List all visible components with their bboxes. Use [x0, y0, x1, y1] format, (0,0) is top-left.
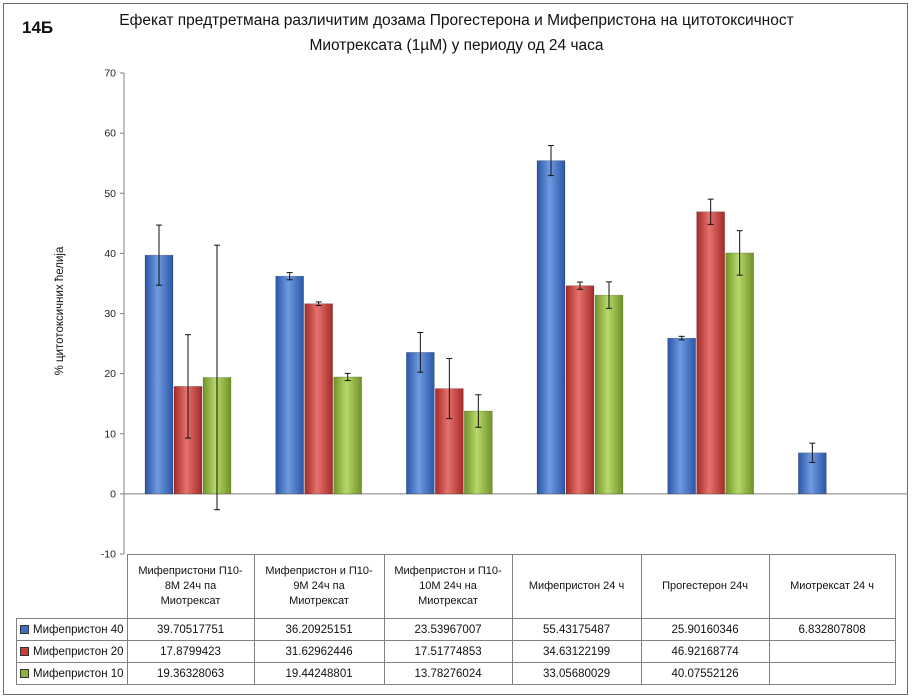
data-label: 13.78276024 [383, 662, 513, 685]
data-label: 19.36328063 [126, 662, 255, 685]
y-tick-label: 20 [104, 368, 116, 380]
data-label [768, 640, 896, 663]
chart-title: Ефекат предтретмана различитим дозама Пр… [119, 12, 794, 29]
category-label: Мифепристони П10- 8М 24ч па Миотрексат [126, 554, 255, 619]
table-row: Мифепристон 20 17.8799423 31.62962446 17… [16, 640, 896, 663]
legend-key [20, 624, 29, 634]
y-tick-label: 10 [104, 428, 116, 440]
table-row: Мифепристон 10 19.36328063 19.44248801 1… [16, 662, 896, 685]
data-table: Мифепристони П10- 8М 24ч па Миотрексат Миф… [16, 554, 896, 685]
category-label-line: Прогестерон 24ч [662, 580, 748, 592]
bar [725, 252, 754, 495]
data-label: 40.07552126 [640, 662, 770, 685]
category-label: Мифепристон 24 ч [511, 554, 642, 619]
data-label [768, 662, 896, 685]
category-label-line: 8М 24ч па [164, 580, 217, 592]
bar [144, 254, 174, 495]
legend-key [20, 646, 29, 656]
y-tick-label: 40 [104, 248, 116, 260]
bar [275, 275, 304, 495]
legend-entry: Мифепристон 40 [16, 618, 128, 641]
series-name: Мифепристон 10 [33, 667, 124, 680]
bar [667, 337, 696, 495]
bar [536, 160, 566, 495]
bar-chart: -10 0 10 20 30 40 50 60 70 [101, 68, 908, 561]
y-tick-label: 70 [104, 68, 116, 80]
data-label: 33.05680029 [511, 662, 642, 685]
data-label: 31.62962446 [253, 640, 385, 663]
category-label-line: 10М 24ч на [419, 580, 477, 592]
bar [565, 285, 595, 495]
category-row: Мифепристони П10- 8М 24ч па Миотрексат Миф… [16, 554, 896, 619]
category-label: Миотрексат 24 ч [768, 554, 896, 619]
y-tick-label: 60 [104, 128, 116, 140]
bar [594, 294, 624, 495]
series-name: Мифепристон 20 [33, 645, 124, 658]
y-tick-label: 50 [104, 188, 116, 200]
y-tick-label: -10 [101, 549, 116, 561]
legend-entry: Мифепристон 10 [16, 662, 128, 685]
category-label-line: Мифепристон и П10- [265, 565, 373, 577]
data-label: 23.53967007 [383, 618, 513, 641]
bar [304, 303, 333, 495]
data-label: 25.90160346 [640, 618, 770, 641]
data-label: 36.20925151 [253, 618, 385, 641]
data-label: 46.92168774 [640, 640, 770, 663]
data-label: 39.70517751 [126, 618, 255, 641]
series-name: Мифепристон 40 [33, 623, 124, 636]
data-label: 6.832807808 [768, 618, 896, 641]
category-label-line: Миотрексат 24 ч [790, 580, 874, 592]
legend-entry: Мифепристон 20 [16, 640, 128, 663]
legend-key [20, 668, 29, 678]
panel-label: 14Б [22, 18, 54, 37]
category-label-line: Миотрексат [418, 595, 478, 607]
data-label: 17.8799423 [126, 640, 255, 663]
y-tick-label: 30 [104, 308, 116, 320]
data-label: 34.63122199 [511, 640, 642, 663]
category-label: Мифепристон и П10- 10М 24ч на Миотрексат [383, 554, 513, 619]
category-label-line: Мифепристон 24 ч [528, 580, 625, 592]
category-label: Прогестерон 24ч [640, 554, 770, 619]
y-tick-label: 0 [110, 488, 116, 500]
data-label: 55.43175487 [511, 618, 642, 641]
category-label: Мифепристон и П10- 9М 24ч па Миотрексат [253, 554, 385, 619]
category-label-line: Миотрексат [289, 595, 349, 607]
table-row: Мифепристон 40 39.70517751 36.20925151 2… [16, 618, 896, 641]
table-corner [16, 554, 128, 619]
category-label-line: 9М 24ч па [293, 580, 345, 592]
data-label: 19.44248801 [253, 662, 385, 685]
bar [406, 352, 435, 495]
bar [696, 211, 725, 495]
bar [333, 376, 362, 495]
category-label-line: Мифепристони П10- [138, 565, 243, 577]
category-label-line: Миотрексат [160, 595, 221, 607]
category-label-line: Мифепристон и П10- [394, 565, 502, 577]
chart-subtitle: Миотрексата (1µM) у периоду од 24 часа [309, 37, 604, 54]
data-label: 17.51774853 [383, 640, 513, 663]
